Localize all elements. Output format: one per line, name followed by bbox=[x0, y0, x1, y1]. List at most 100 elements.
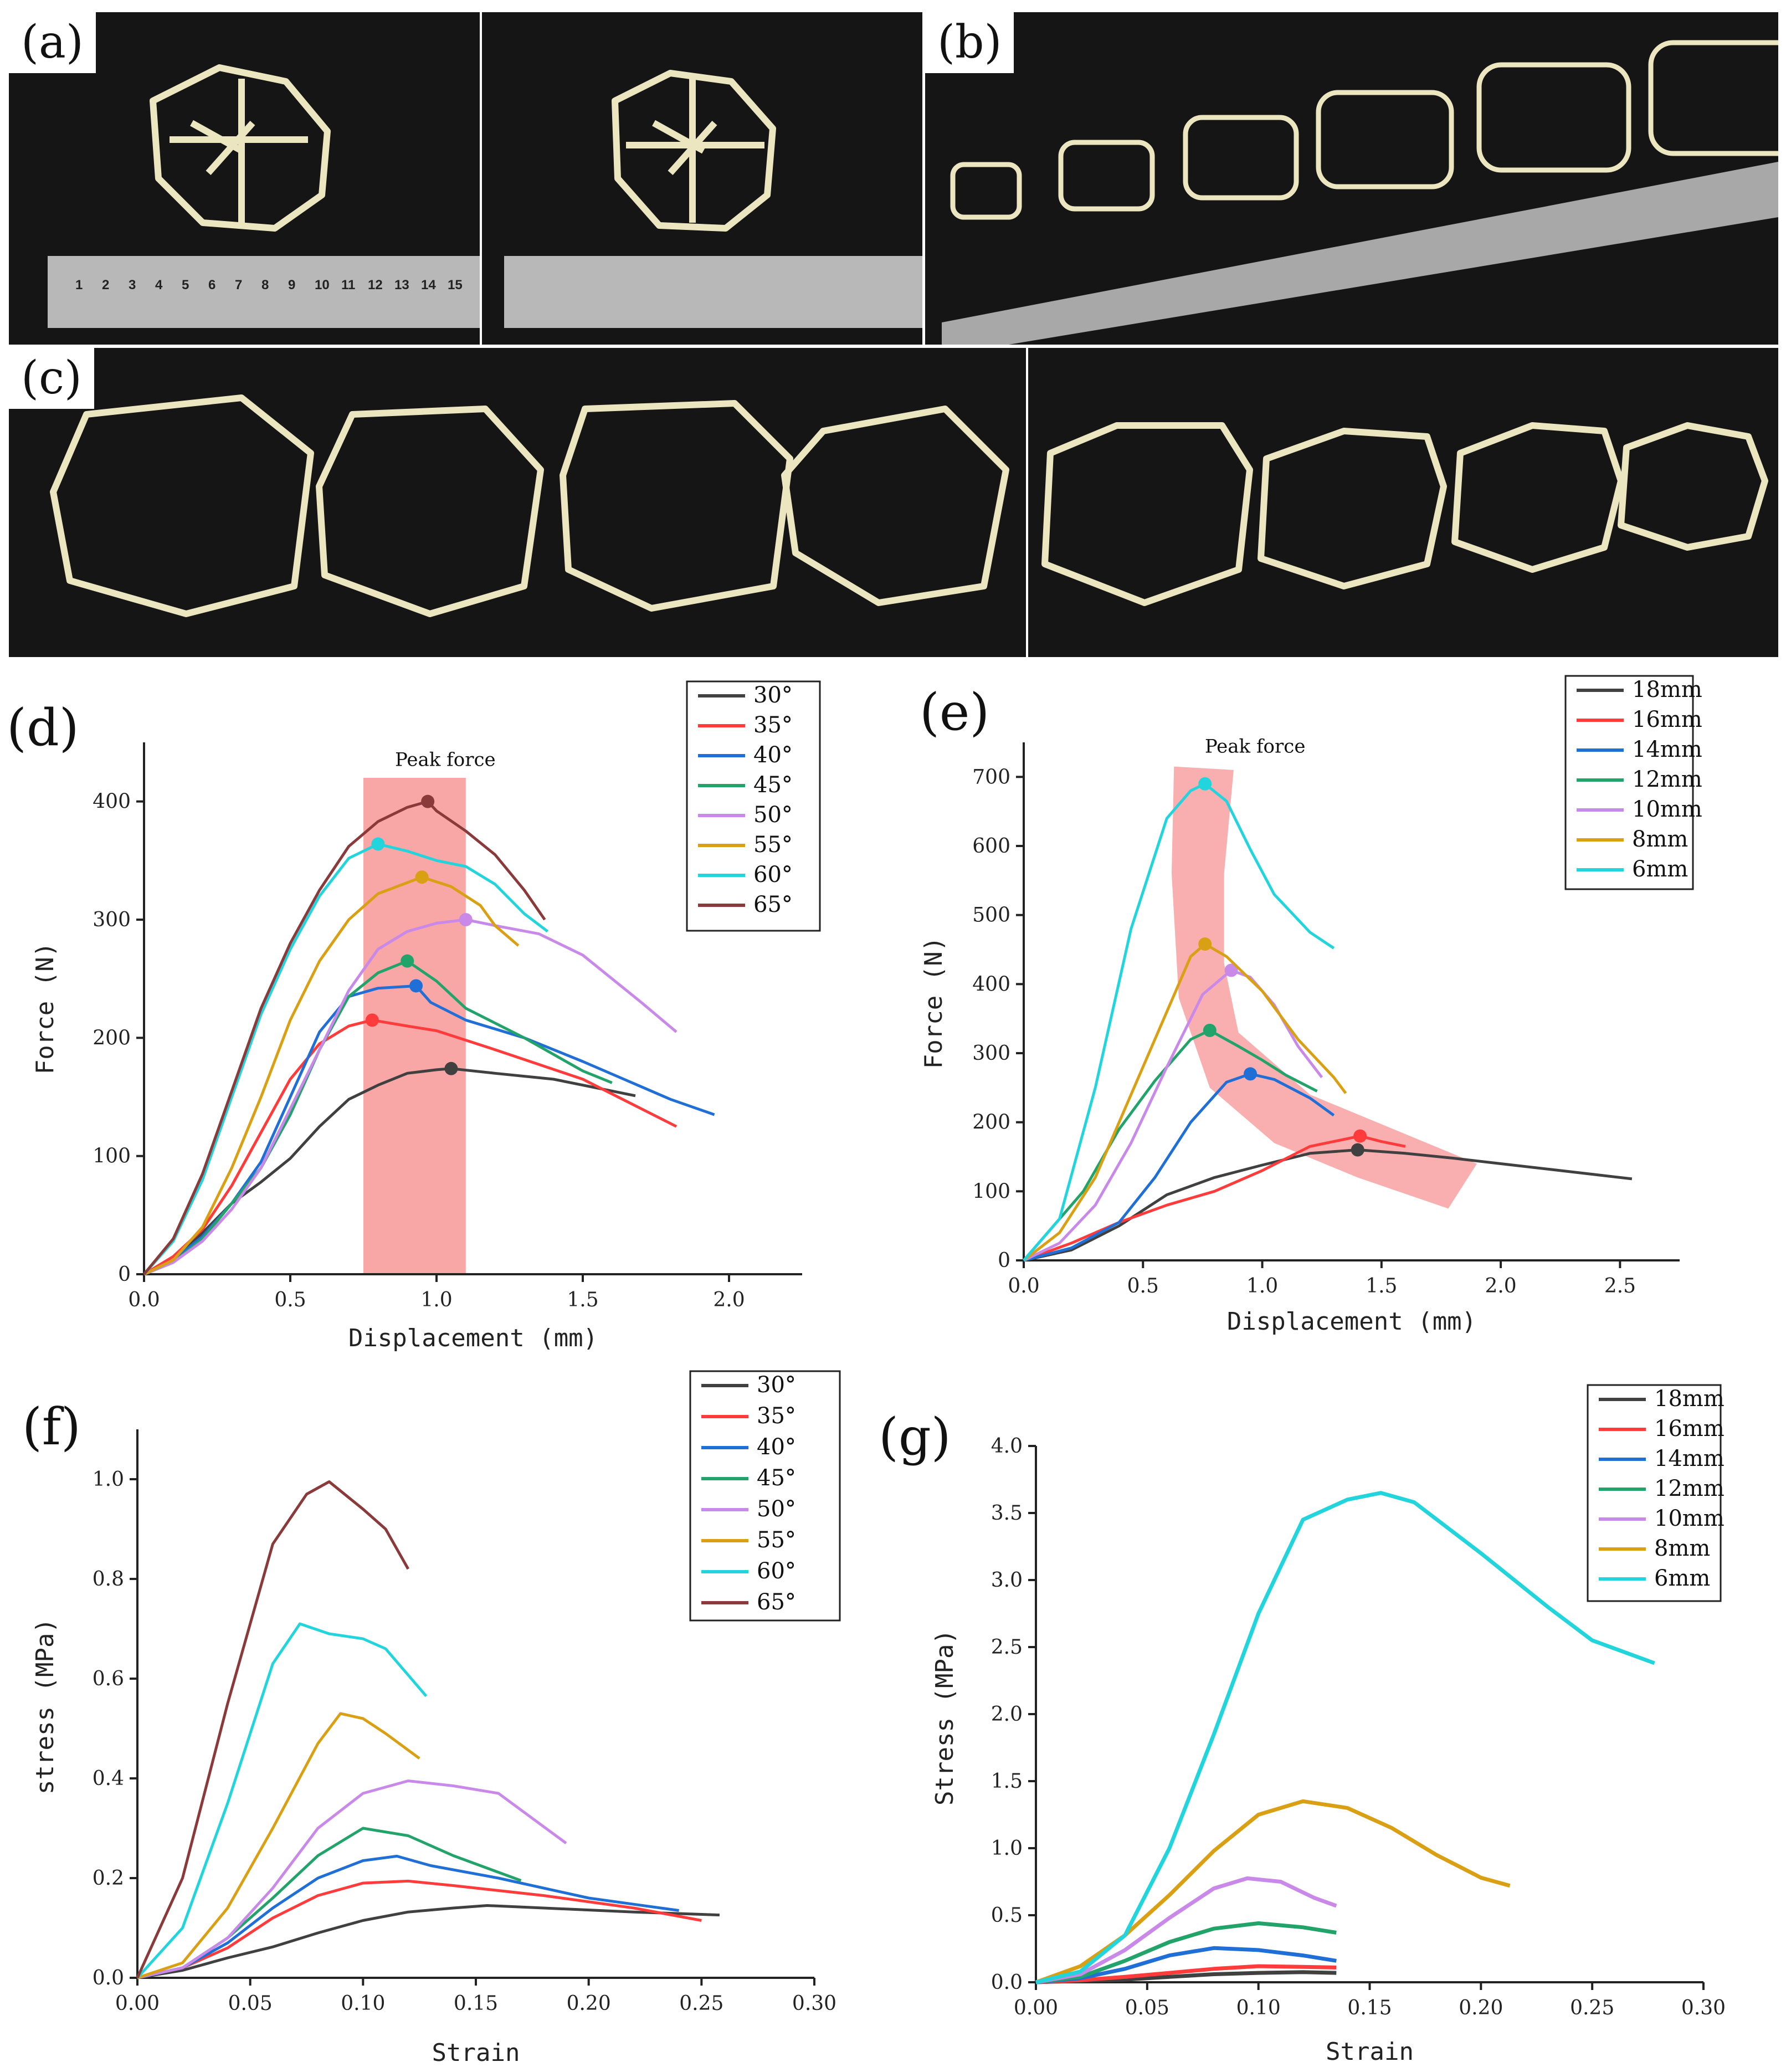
series-line-55° bbox=[137, 1712, 420, 1979]
legend-label: 60° bbox=[757, 1558, 796, 1584]
x-tick-label: 1.5 bbox=[567, 1289, 598, 1311]
peak-force-label: Peak force bbox=[395, 749, 496, 771]
legend-label: 55° bbox=[757, 1527, 796, 1553]
ruler-number: 1 bbox=[75, 278, 83, 293]
specimen-photo-c2 bbox=[1041, 422, 1768, 606]
series-line-35° bbox=[137, 1879, 702, 1979]
y-tick-label: 200 bbox=[972, 1111, 1010, 1134]
y-tick-label: 0.6 bbox=[93, 1668, 124, 1690]
x-tick-label: 0.15 bbox=[1347, 1997, 1392, 2019]
legend-label: 45° bbox=[753, 772, 793, 798]
ruler-number: 9 bbox=[288, 278, 295, 293]
legend-label: 30° bbox=[753, 683, 793, 708]
y-tick-label: 0 bbox=[118, 1263, 131, 1286]
x-tick-label: 0.0 bbox=[1008, 1275, 1039, 1297]
x-tick-label: 0.5 bbox=[274, 1289, 306, 1311]
legend-label: 55° bbox=[753, 832, 793, 858]
ruler-number: 8 bbox=[261, 278, 269, 293]
ruler bbox=[504, 256, 922, 328]
legend-label: 65° bbox=[753, 892, 793, 917]
chart-f: 0.00 0.05 0.10 0.15 0.20 0.25 0.30 0.0 0.2 0.4 0.6… bbox=[31, 1370, 841, 2067]
series-line-18mm bbox=[1023, 1148, 1633, 1262]
x-tick-label: 2.0 bbox=[713, 1289, 745, 1311]
ruler-number: 7 bbox=[235, 278, 242, 293]
specimen-photo-b bbox=[942, 40, 1778, 345]
legend-label: 35° bbox=[757, 1403, 796, 1429]
ruler-number: 5 bbox=[182, 278, 189, 293]
series-line-50° bbox=[143, 918, 678, 1276]
y-tick-label: 500 bbox=[972, 904, 1010, 927]
legend-box bbox=[686, 680, 821, 932]
legend-label: 10mm bbox=[1632, 797, 1702, 822]
specimen-photo-a1: 1 2 3 4 5 6 7 8 9 10 11 12 13 14 15 bbox=[48, 64, 480, 328]
legend-label: 45° bbox=[757, 1465, 796, 1491]
y-tick-label: 3.0 bbox=[991, 1569, 1023, 1592]
y-tick-label: 0 bbox=[998, 1249, 1010, 1272]
legend-label: 40° bbox=[753, 742, 793, 768]
y-tick-label: 3.5 bbox=[991, 1502, 1023, 1525]
y-axis-label: Stress (MPa) bbox=[931, 1629, 959, 1806]
series-line-45° bbox=[137, 1827, 522, 1979]
x-tick-label: 2.5 bbox=[1604, 1275, 1636, 1297]
y-tick-label: 1.0 bbox=[93, 1468, 124, 1491]
series-line-55° bbox=[143, 875, 520, 1276]
photo-a-left: 1 2 3 4 5 6 7 8 9 10 11 12 13 14 15 (a) bbox=[9, 12, 480, 345]
panel-label-b: (b) bbox=[925, 12, 1014, 73]
x-tick-label: 0.00 bbox=[115, 1992, 160, 2015]
y-axis-label: Force (N) bbox=[920, 937, 948, 1069]
ruler bbox=[942, 162, 1778, 345]
legend-label: 18mm bbox=[1654, 1386, 1725, 1412]
photo-a-right bbox=[482, 12, 922, 345]
series-line-6mm bbox=[1035, 1491, 1655, 1984]
series-line-50° bbox=[137, 1779, 567, 1979]
legend-label: 6mm bbox=[1632, 857, 1688, 882]
peak-marker bbox=[459, 913, 473, 926]
series-line-45° bbox=[143, 960, 613, 1276]
x-axis-label: Displacement (mm) bbox=[348, 1324, 598, 1352]
y-tick-label: 1.0 bbox=[991, 1837, 1023, 1860]
legend-label: 65° bbox=[757, 1589, 796, 1615]
y-tick-label: 0.8 bbox=[93, 1568, 124, 1591]
panel-label-e: (e) bbox=[920, 683, 990, 742]
specimen-photo-a2 bbox=[504, 70, 922, 328]
x-tick-label: 0.05 bbox=[1125, 1997, 1169, 2019]
ruler-number: 3 bbox=[129, 278, 136, 293]
legend-label: 60° bbox=[753, 862, 793, 888]
x-axis-label: Strain bbox=[432, 2039, 520, 2067]
legend-label: 16mm bbox=[1632, 707, 1702, 732]
peak-marker bbox=[1224, 963, 1238, 977]
legend-label: 50° bbox=[757, 1496, 796, 1522]
chart-d: Peak force 0.0 0.5 1.0 1.5 2.0 0 100 200 300 400 Di… bbox=[31, 680, 821, 1352]
legend-label: 8mm bbox=[1632, 827, 1688, 852]
y-tick-label: 2.5 bbox=[991, 1636, 1023, 1659]
y-tick-label: 0.2 bbox=[93, 1867, 124, 1890]
y-tick-label: 100 bbox=[93, 1145, 131, 1168]
series-line-16mm bbox=[1023, 1135, 1406, 1262]
x-axis-label: Displacement (mm) bbox=[1227, 1307, 1476, 1336]
y-tick-label: 700 bbox=[972, 766, 1010, 788]
y-axis-label: Force (N) bbox=[31, 942, 59, 1074]
ruler-number: 14 bbox=[421, 278, 436, 293]
peak-marker bbox=[1198, 937, 1212, 951]
panel-label-a: (a) bbox=[9, 12, 96, 73]
peak-force-band bbox=[1171, 766, 1477, 1209]
legend-box bbox=[1564, 675, 1694, 890]
legend-box bbox=[689, 1370, 841, 1622]
series-line-60° bbox=[143, 843, 549, 1275]
legend-label: 18mm bbox=[1632, 677, 1702, 702]
x-tick-label: 1.0 bbox=[420, 1289, 452, 1311]
series-line-12mm bbox=[1023, 1029, 1318, 1261]
x-axis-label: Strain bbox=[1326, 2038, 1414, 2066]
specimen-photo-c1 bbox=[50, 394, 1009, 617]
y-tick-label: 2.0 bbox=[991, 1703, 1023, 1726]
y-axis-label: stress (MPa) bbox=[31, 1618, 59, 1794]
series-line-40° bbox=[137, 1854, 679, 1979]
legend-label: 10mm bbox=[1654, 1506, 1725, 1531]
x-tick-label: 0.30 bbox=[792, 1992, 836, 2015]
legend-label: 12mm bbox=[1654, 1476, 1725, 1501]
chart-e: Peak force 0.0 0.5 1.0 1.5 2.0 2.5 0 100 200 300 40… bbox=[920, 675, 1702, 1336]
y-tick-label: 1.5 bbox=[991, 1770, 1023, 1793]
series-line-65° bbox=[143, 800, 546, 1275]
x-tick-label: 0.30 bbox=[1681, 1997, 1726, 2019]
legend-label: 16mm bbox=[1654, 1416, 1725, 1442]
